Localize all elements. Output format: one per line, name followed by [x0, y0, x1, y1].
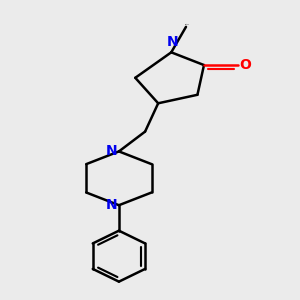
Text: N: N: [106, 198, 118, 212]
Text: O: O: [240, 58, 251, 72]
Text: N: N: [106, 144, 118, 158]
Text: N: N: [167, 35, 179, 50]
Text: methyl: methyl: [185, 23, 190, 25]
